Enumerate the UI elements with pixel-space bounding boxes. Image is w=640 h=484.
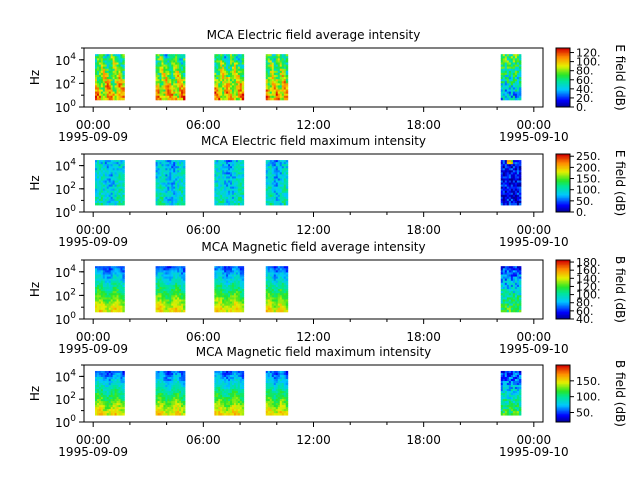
data-block: [501, 266, 522, 312]
spectrogram-cell: [183, 203, 185, 205]
spectrogram-cell: [519, 203, 521, 205]
colorbar-label: E field (dB): [613, 44, 627, 110]
spectrogram-cell: [122, 310, 124, 312]
data-block: [156, 266, 186, 312]
x-tick-date: 1995-09-09: [58, 235, 128, 249]
panel-title: MCA Electric field average intensity: [207, 28, 421, 42]
data-block: [266, 160, 288, 205]
spectrogram-cell: [122, 413, 124, 415]
spectrogram-cell: [122, 203, 124, 205]
spectrogram-cell: [242, 310, 244, 312]
colorbar-tick-label: 0.: [576, 206, 587, 219]
colorbar-tick-label: 180.: [576, 256, 601, 269]
x-tick-label: 18:00: [406, 118, 441, 132]
y-tick-label: 104: [55, 158, 76, 174]
spectrogram-cell: [242, 203, 244, 205]
y-tick-label: 104: [55, 264, 76, 280]
axes-frame: [84, 48, 543, 107]
data-block: [156, 160, 186, 205]
data-block: [214, 160, 244, 205]
x-tick-label: 18:00: [406, 330, 441, 344]
x-tick-date: 1995-09-10: [499, 235, 569, 249]
colorbar-tick-label: 100.: [576, 184, 601, 197]
x-tick-label: 12:00: [296, 118, 331, 132]
colorbar-tick-label: 200.: [576, 161, 601, 174]
colorbar-tick-label: 250.: [576, 150, 601, 163]
data-block: [266, 54, 288, 100]
colorbar: 0.20.40.60.80.100.120.E field (dB): [556, 44, 627, 114]
x-tick-date: 1995-09-10: [499, 342, 569, 356]
data-block: [501, 160, 522, 205]
y-axis-label: Hz: [28, 282, 42, 297]
spectrogram-cell: [519, 310, 521, 312]
data-block: [95, 266, 125, 312]
x-tick-date: 1995-09-10: [499, 130, 569, 144]
y-axis-label: Hz: [28, 70, 42, 85]
panel-title: MCA Magnetic field maximum intensity: [196, 345, 432, 359]
x-tick-label: 06:00: [186, 118, 221, 132]
data-block: [95, 54, 125, 100]
panel-1: MCA Electric field average intensity 100 1…: [28, 28, 627, 144]
colorbar-label: E field (dB): [613, 150, 627, 216]
x-tick-date: 1995-09-09: [58, 342, 128, 356]
panel-3: MCA Magnetic field average intensity 100 1…: [28, 240, 627, 356]
data-block: [95, 160, 125, 205]
data-block: [214, 54, 244, 100]
x-tick-label: 06:00: [186, 330, 221, 344]
axes-frame: [84, 154, 543, 212]
colorbar-label: B field (dB): [613, 256, 627, 323]
panel-2: MCA Electric field maximum intensity 100 1…: [28, 134, 627, 249]
colorbar-tick-label: 50.: [576, 195, 594, 208]
spectrogram-cell: [286, 98, 288, 100]
x-tick-label: 18:00: [406, 223, 441, 237]
spectrogram-cell: [122, 98, 124, 100]
y-tick-label: 100: [55, 311, 76, 327]
y-tick-label: 100: [55, 204, 76, 220]
panel-4: MCA Magnetic field maximum intensity1001…: [28, 345, 627, 459]
axes-frame: [84, 260, 543, 319]
spectrogram-cell: [183, 310, 185, 312]
x-tick-label: 12:00: [296, 330, 331, 344]
spectrogram-cell: [286, 203, 288, 205]
data-block: [501, 54, 522, 100]
spectrogram-cell: [286, 310, 288, 312]
x-tick-date: 1995-09-09: [58, 130, 128, 144]
spectrogram-cell: [242, 98, 244, 100]
x-tick-label: 06:00: [186, 223, 221, 237]
y-tick-label: 102: [55, 75, 76, 91]
data-block: [156, 54, 186, 100]
colorbar-tick-label: 120.: [576, 47, 601, 60]
y-axis-label: Hz: [28, 175, 42, 190]
colorbar-tick-label: 150.: [576, 173, 601, 186]
y-tick-label: 102: [55, 181, 76, 197]
data-block: [95, 371, 125, 416]
y-tick-label: 102: [55, 287, 76, 303]
data-block: [266, 266, 288, 312]
panel-title: MCA Magnetic field average intensity: [201, 240, 425, 254]
panel-title: MCA Electric field maximum intensity: [201, 134, 426, 148]
x-tick-label: 12:00: [296, 223, 331, 237]
y-tick-label: 104: [55, 52, 76, 68]
spectrogram-cell: [183, 98, 185, 100]
colorbar: 0.50.100.150.200.250. E field (dB): [556, 150, 627, 219]
y-tick-label: 100: [55, 99, 76, 115]
data-block: [156, 371, 186, 416]
colorbar: 40.60.80.100.120.140.160.180.B field (dB…: [556, 256, 627, 326]
spectrogram-cell: [519, 98, 521, 100]
data-block: [214, 266, 244, 312]
